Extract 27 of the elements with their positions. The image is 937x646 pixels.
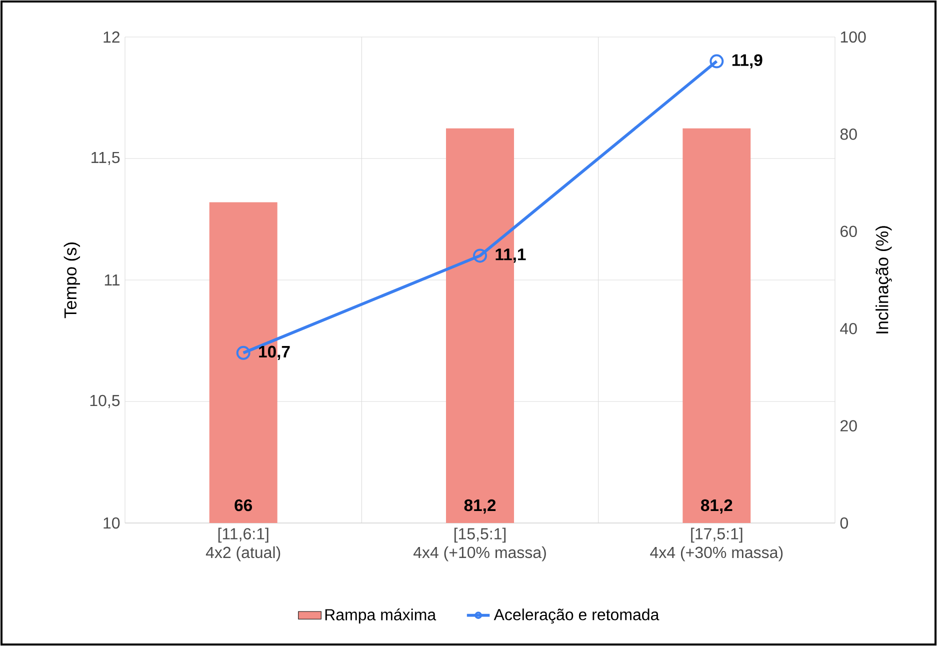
point — [473, 248, 488, 263]
y-tick-label: 11 — [104, 274, 120, 286]
y-tick-label: 11,5 — [92, 152, 120, 166]
data-label: 66 — [234, 499, 252, 512]
y-tick-label: 12 — [104, 31, 120, 43]
x-tick-label: [15,5:1] 4x4 (+10% massa) — [413, 528, 546, 562]
y2-axis-title: Inclinação (%) — [876, 226, 892, 334]
point — [236, 346, 250, 360]
data-label: 11,9 — [732, 54, 762, 68]
y2-tick-label: 60 — [840, 226, 857, 238]
y-tick-label: 10,5 — [90, 394, 120, 408]
legend-label: Aceleração e retomada — [494, 608, 660, 624]
data-label: 11,1 — [496, 248, 526, 263]
x-tick-label: [11,6:1] 4x2 (atual) — [206, 528, 280, 562]
legend-label: Rampa máxima — [325, 608, 436, 624]
point — [710, 54, 724, 68]
y-tick-label: 10 — [104, 517, 120, 529]
data-label: 81,2 — [464, 499, 496, 514]
y2-tick-label: 80 — [840, 128, 857, 140]
y-axis-title: Tempo (s) — [64, 242, 80, 318]
y2-tick-label: 0 — [840, 517, 848, 529]
y2-tick-label: 40 — [840, 322, 857, 334]
y2-tick-label: 20 — [840, 420, 857, 432]
y2-tick-label: 100 — [840, 31, 866, 43]
x-tick-label: [17,5:1] 4x4 (+30% massa) — [650, 528, 783, 562]
data-label: 10,7 — [259, 346, 290, 360]
data-label: 81,2 — [700, 499, 732, 514]
